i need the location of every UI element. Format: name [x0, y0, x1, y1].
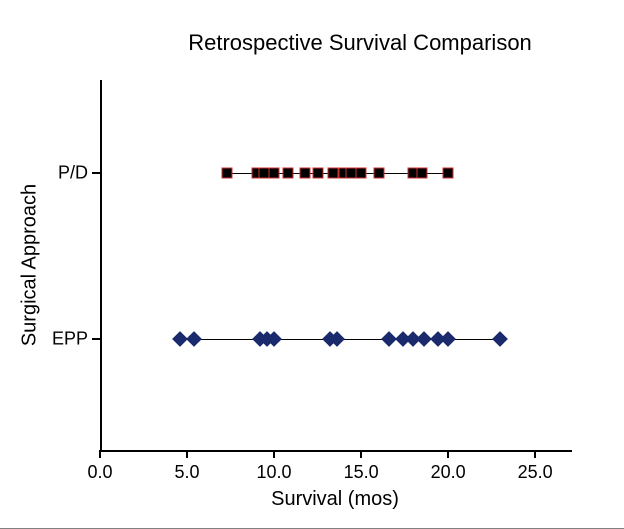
y-tick [92, 172, 100, 174]
x-tick-label: 5.0 [175, 462, 200, 483]
y-tick-label-epp: EPP [52, 329, 88, 350]
data-point [300, 167, 311, 178]
y-tick [92, 338, 100, 340]
plot-area [100, 80, 572, 452]
y-tick-label-p-d: P/D [58, 162, 88, 183]
data-point [417, 167, 428, 178]
data-point [258, 167, 269, 178]
x-tick-label: 0.0 [87, 462, 112, 483]
x-tick-label: 15.0 [344, 462, 379, 483]
x-tick [534, 450, 536, 458]
x-tick [186, 450, 188, 458]
data-point [373, 167, 384, 178]
x-tick [447, 450, 449, 458]
x-tick-label: 10.0 [257, 462, 292, 483]
data-point [443, 167, 454, 178]
x-tick [360, 450, 362, 458]
data-point [312, 167, 323, 178]
x-tick [99, 450, 101, 458]
x-axis-label: Survival (mos) [271, 488, 399, 511]
data-point [283, 167, 294, 178]
x-tick-label: 20.0 [431, 462, 466, 483]
y-axis-label: Surgical Approach [19, 184, 42, 346]
chart-container: Retrospective Survival Comparison Surviv… [0, 0, 624, 529]
chart-title: Retrospective Survival Comparison [188, 30, 532, 56]
data-point [222, 167, 233, 178]
data-point [269, 167, 280, 178]
data-point [356, 167, 367, 178]
x-tick-label: 25.0 [518, 462, 553, 483]
data-point [345, 167, 356, 178]
data-point [328, 167, 339, 178]
x-tick [273, 450, 275, 458]
